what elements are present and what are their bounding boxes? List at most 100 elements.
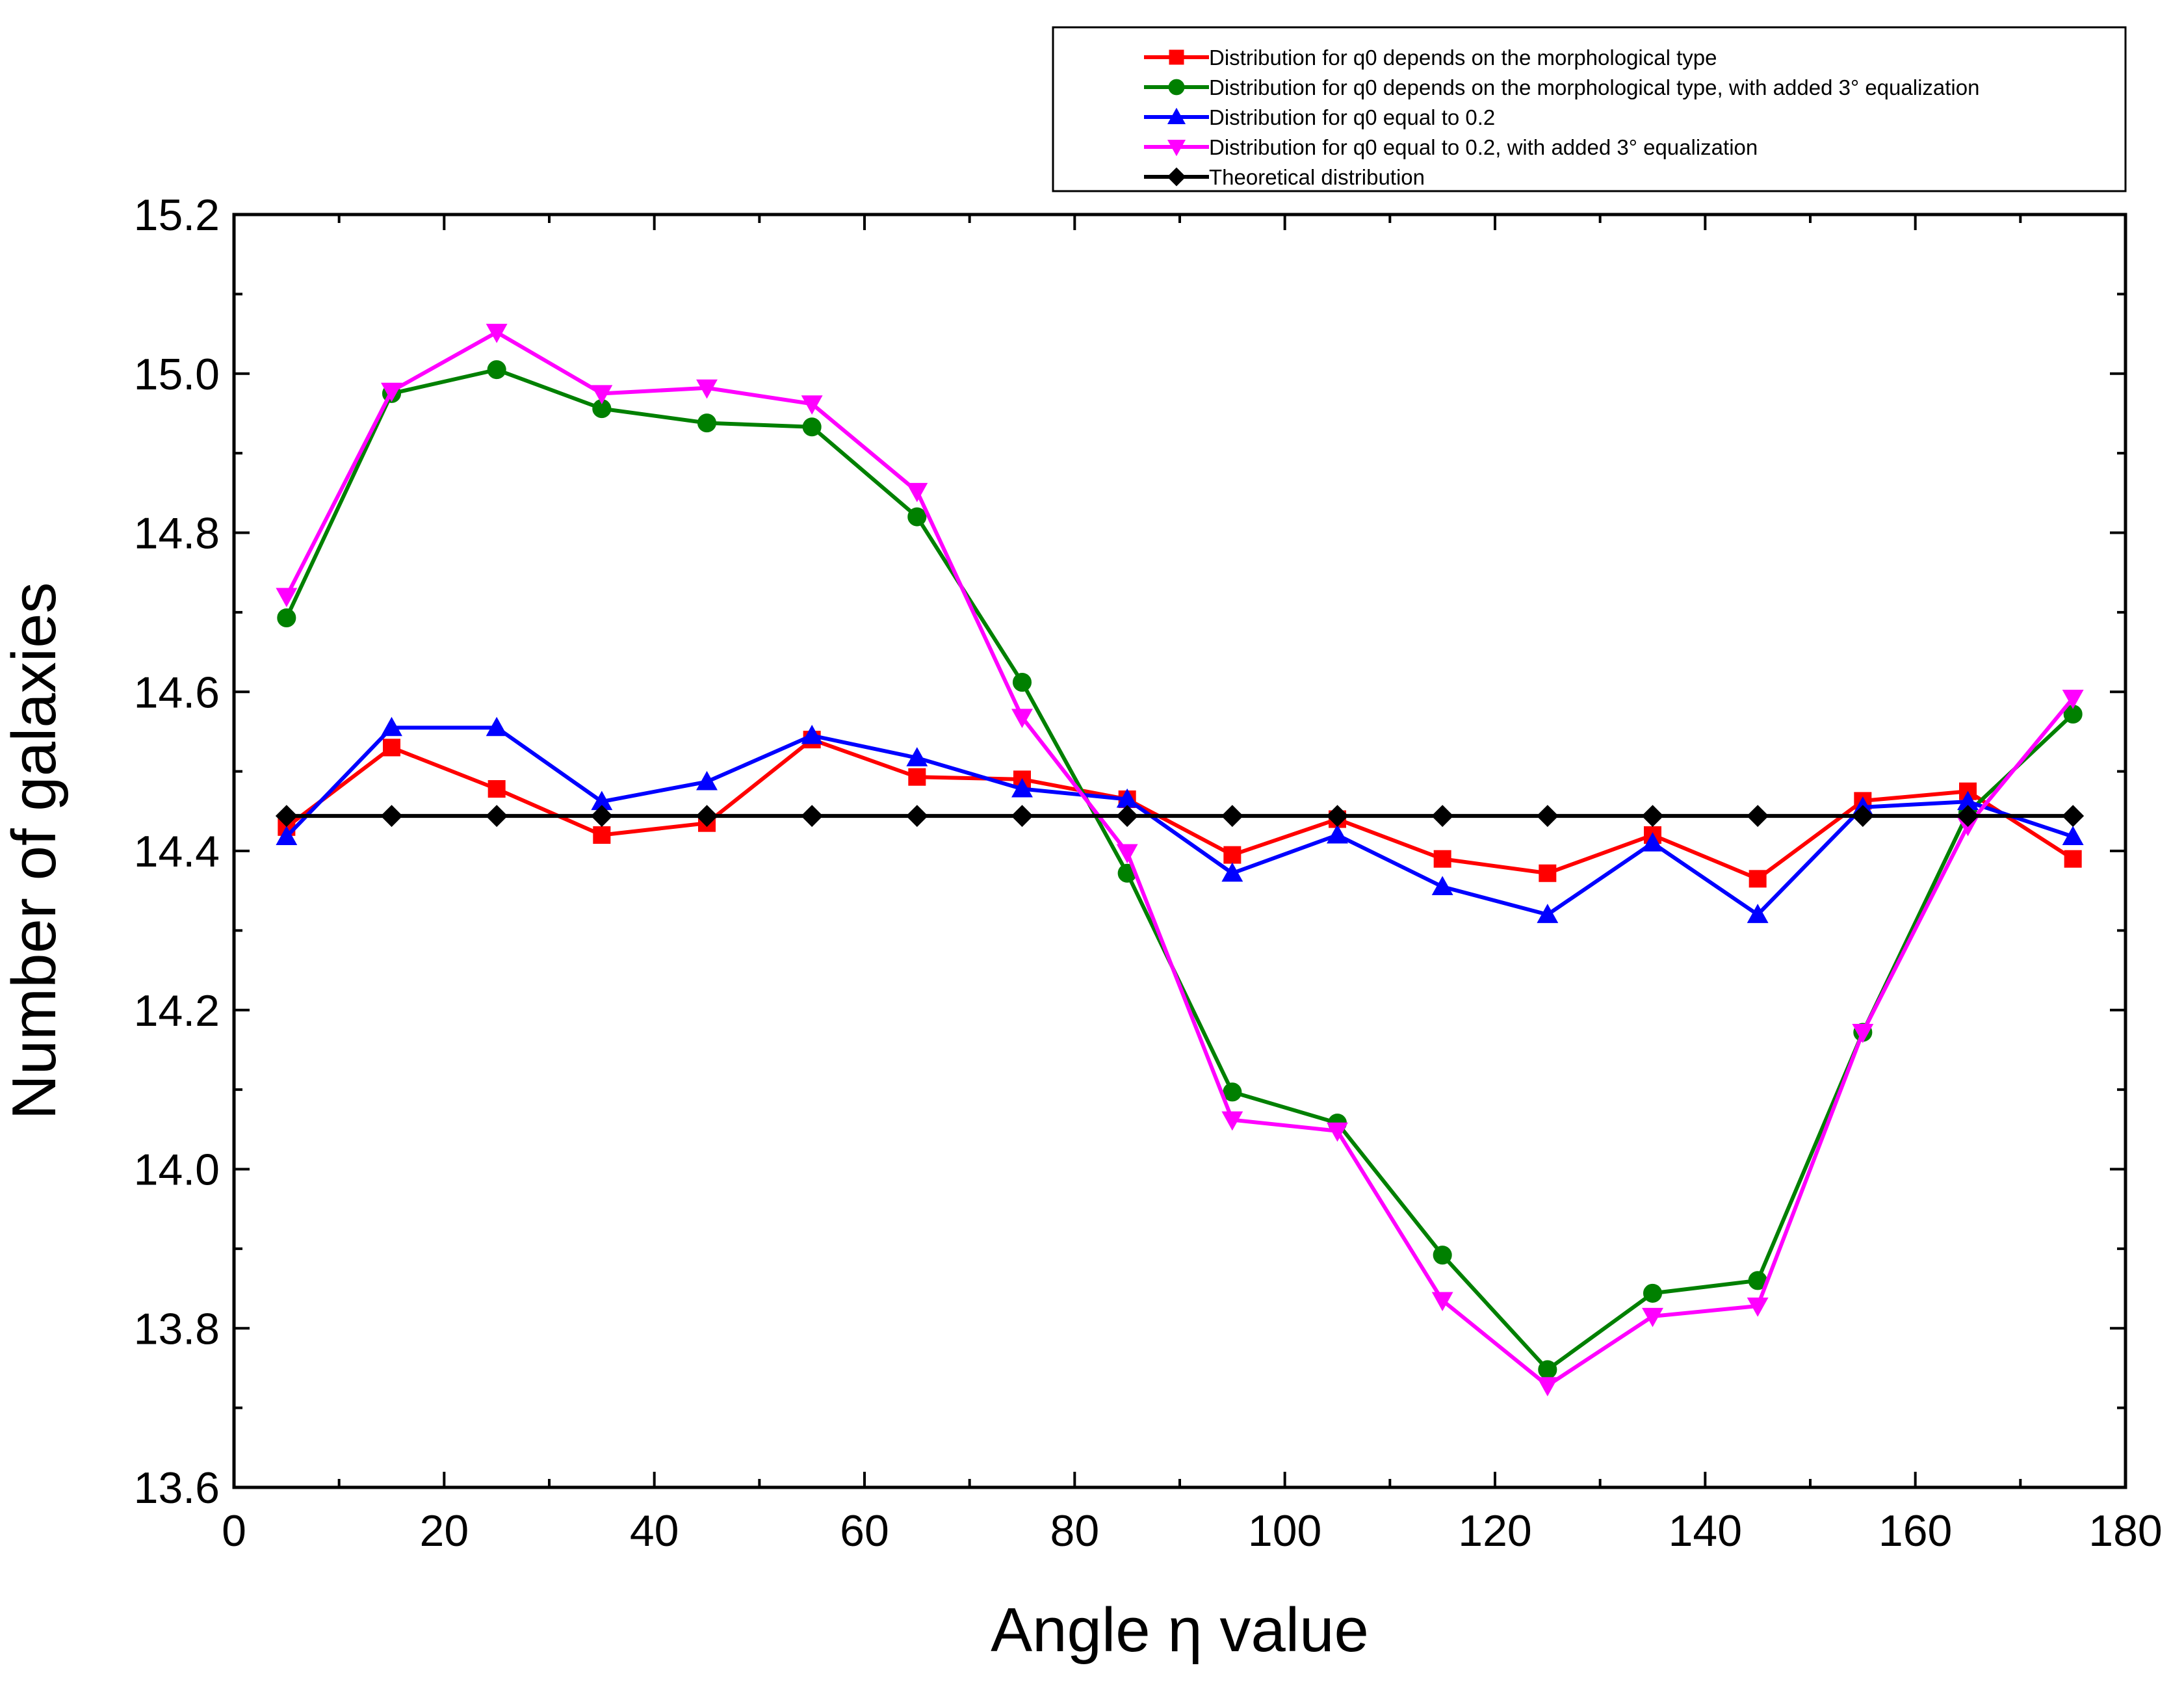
data-point — [1221, 862, 1243, 882]
data-point — [2062, 826, 2084, 845]
data-point — [906, 747, 928, 766]
legend-marker — [1169, 49, 1184, 65]
data-point — [696, 805, 718, 828]
data-point — [1327, 1122, 1348, 1142]
series-line — [285, 330, 2075, 1388]
legend-label: Distribution for q0 depends on the morph… — [1209, 75, 1979, 99]
data-point — [1641, 805, 1664, 828]
data-point — [696, 379, 718, 399]
x-tick-label: 40 — [630, 1506, 679, 1556]
x-tick-label: 80 — [1050, 1506, 1100, 1556]
x-tick-label: 100 — [1248, 1506, 1321, 1556]
x-tick-label: 20 — [420, 1506, 469, 1556]
data-point — [1852, 1024, 1874, 1043]
data-point — [2064, 850, 2082, 868]
data-point — [1431, 805, 1454, 828]
data-point — [1431, 1292, 1453, 1312]
data-point — [906, 482, 928, 503]
legend-label: Distribution for q0 equal to 0.2 — [1209, 105, 1495, 129]
series-4 — [276, 324, 2084, 1396]
data-point — [905, 805, 928, 828]
legend-label: Theoretical distribution — [1209, 165, 1425, 189]
data-point — [696, 770, 718, 790]
x-tick-label: 180 — [2088, 1506, 2162, 1556]
data-point — [801, 395, 823, 415]
data-point — [1748, 870, 1767, 888]
data-point — [1327, 824, 1348, 844]
data-point — [1537, 904, 1559, 923]
data-point — [591, 385, 613, 404]
data-point — [1851, 805, 1874, 828]
legend-label: Distribution for q0 depends on the morph… — [1209, 46, 1717, 70]
data-point — [488, 780, 506, 798]
x-tick-label: 120 — [1458, 1506, 1531, 1556]
data-point — [1011, 709, 1033, 729]
data-point — [590, 805, 613, 828]
data-point — [1116, 805, 1139, 828]
axis-ticks — [233, 213, 2127, 1489]
data-point — [381, 382, 402, 402]
legend-marker — [1167, 139, 1186, 157]
data-point — [2062, 690, 2084, 709]
y-tick-labels: 13.6 13.8 14.0 14.2 14.4 14.6 14.8 15.0 15.2 — [134, 190, 220, 1513]
legend-items: Distribution for q0 depends on the morph… — [1144, 46, 1979, 189]
data-point — [801, 724, 823, 744]
data-point — [802, 417, 822, 437]
data-point — [1747, 904, 1769, 923]
data-point — [383, 738, 400, 757]
data-point — [486, 324, 508, 343]
data-point — [1223, 846, 1242, 864]
data-point — [1326, 805, 1349, 828]
data-point — [1956, 805, 1979, 828]
y-tick-label: 15.0 — [134, 350, 220, 399]
legend-label: Distribution for q0 equal to 0.2, with a… — [1209, 135, 1758, 159]
y-tick-label: 14.4 — [134, 827, 220, 876]
y-tick-label: 13.6 — [134, 1463, 220, 1513]
y-tick-label: 13.8 — [134, 1304, 220, 1353]
data-point — [1433, 1246, 1452, 1265]
series-layer — [275, 324, 2085, 1396]
data-point — [1011, 805, 1034, 828]
data-point — [486, 805, 508, 828]
legend-marker — [1167, 167, 1186, 187]
y-tick-label: 15.2 — [134, 190, 220, 240]
data-point — [801, 805, 824, 828]
data-point — [697, 413, 717, 433]
series-5 — [275, 805, 2085, 828]
data-point — [277, 608, 296, 627]
x-tick-label: 0 — [222, 1506, 246, 1556]
data-point — [1538, 1360, 1557, 1379]
y-tick-label: 14.0 — [134, 1145, 220, 1195]
legend-marker — [1167, 107, 1186, 125]
x-tick-label: 140 — [1669, 1506, 1742, 1556]
legend: Distribution for q0 depends on the morph… — [1052, 26, 2127, 192]
y-axis-title: Number of galaxies — [0, 582, 69, 1119]
data-point — [1431, 876, 1453, 896]
y-tick-label: 14.8 — [134, 509, 220, 558]
data-point — [1537, 1377, 1559, 1396]
x-tick-labels: 0 20 40 60 80 100 120 140 160 180 — [222, 1506, 2163, 1556]
y-tick-label: 14.6 — [134, 668, 220, 717]
data-point — [1011, 777, 1033, 798]
data-point — [380, 805, 403, 828]
data-point — [1747, 1298, 1769, 1317]
data-point — [1642, 1307, 1663, 1327]
data-point — [276, 588, 298, 608]
data-point — [487, 360, 506, 380]
data-point — [1747, 805, 1769, 828]
data-point — [1539, 864, 1557, 882]
data-point — [1642, 832, 1663, 852]
data-point — [1433, 850, 1451, 868]
legend-box — [1052, 26, 2127, 192]
data-point — [1116, 844, 1138, 864]
legend-marker — [1168, 79, 1185, 96]
x-axis-title: Angle η value — [991, 1595, 1369, 1665]
x-tick-label: 160 — [1878, 1506, 1952, 1556]
data-point — [275, 805, 298, 828]
x-tick-label: 60 — [840, 1506, 889, 1556]
data-point — [1643, 1283, 1663, 1303]
data-point — [486, 716, 508, 737]
y-tick-label: 14.2 — [134, 986, 220, 1036]
